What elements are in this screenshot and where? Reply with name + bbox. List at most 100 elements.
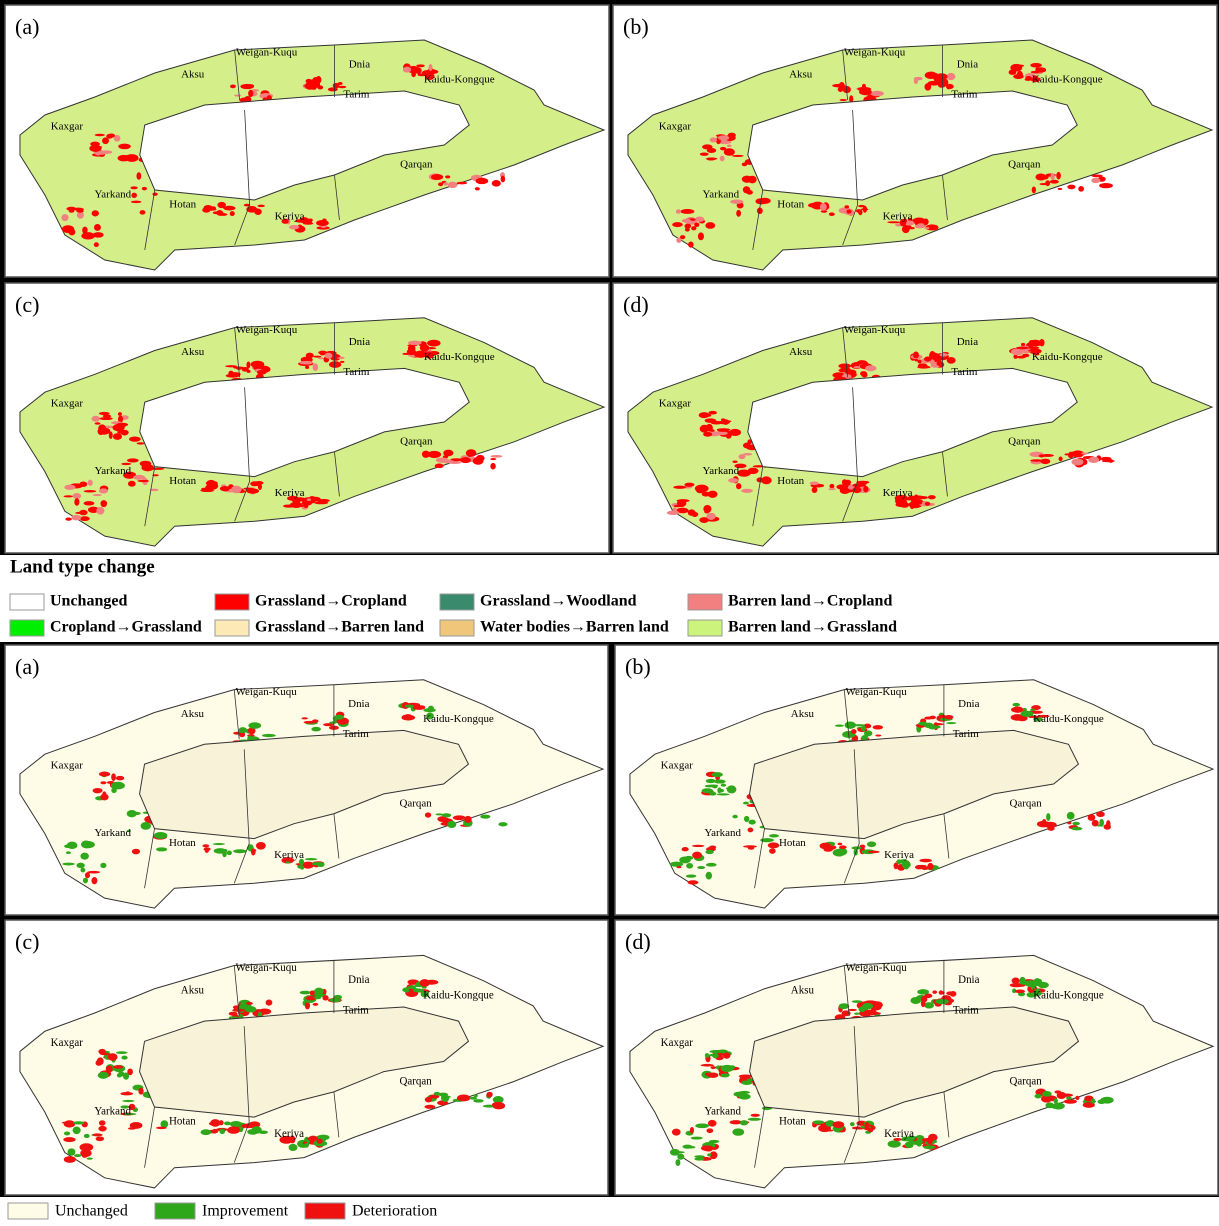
change-patch xyxy=(752,465,765,468)
change-patch xyxy=(316,862,325,868)
change-patch xyxy=(129,436,141,442)
region-label: Yarkand xyxy=(94,827,131,839)
change-patch xyxy=(219,485,231,492)
change-patch xyxy=(127,1068,133,1076)
change-patch xyxy=(491,1102,502,1108)
change-patch xyxy=(133,474,146,480)
change-patch xyxy=(1054,1090,1062,1094)
change-patch xyxy=(858,204,866,208)
change-patch xyxy=(741,162,748,167)
legend-swatch xyxy=(9,593,45,611)
change-patch xyxy=(303,720,317,724)
legend-swatch xyxy=(9,619,45,637)
region-label: Kaxgar xyxy=(51,1037,84,1049)
change-patch xyxy=(747,175,757,184)
change-patch xyxy=(82,877,89,884)
change-patch xyxy=(212,211,224,215)
region-label: Yarkand xyxy=(94,465,131,477)
change-patch xyxy=(411,71,416,78)
change-patch xyxy=(722,1052,731,1059)
change-patch xyxy=(491,180,501,187)
change-patch xyxy=(243,203,251,207)
change-patch xyxy=(298,858,305,866)
change-patch xyxy=(828,212,835,216)
change-patch xyxy=(255,842,266,850)
change-patch xyxy=(862,1002,874,1010)
change-patch xyxy=(98,411,110,416)
change-patch xyxy=(333,714,344,720)
change-patch xyxy=(861,734,869,742)
change-patch xyxy=(708,410,717,415)
region-label: Qarqan xyxy=(1010,1075,1043,1087)
change-patch xyxy=(224,1121,231,1126)
change-patch xyxy=(673,485,687,489)
change-patch xyxy=(213,848,227,854)
region-label: Tarim xyxy=(343,728,370,740)
change-patch xyxy=(820,1123,827,1127)
change-patch xyxy=(248,89,254,98)
change-patch xyxy=(126,458,139,463)
change-patch xyxy=(141,465,147,469)
change-patch xyxy=(925,224,939,231)
change-patch xyxy=(63,1137,76,1143)
change-patch xyxy=(730,199,744,204)
legend-label: Barren land→Grassland xyxy=(728,619,897,636)
change-patch xyxy=(84,872,90,879)
map: Weigan-Kuqu Dnia Kaidu-Kongque Tarim Aksu Kax… xyxy=(627,39,1214,271)
change-patch xyxy=(86,1157,93,1160)
change-patch xyxy=(691,844,705,848)
change-patch xyxy=(447,181,458,189)
change-patch xyxy=(317,498,330,503)
change-patch xyxy=(151,467,165,470)
region-label: Keriya xyxy=(275,211,305,223)
change-patch xyxy=(305,352,314,359)
region-label: Kaidu-Kongque xyxy=(1032,74,1103,86)
change-patch xyxy=(710,1066,717,1070)
region-label: Keriya xyxy=(883,211,913,223)
change-patch xyxy=(460,457,471,464)
change-patch xyxy=(138,1087,144,1095)
change-patch xyxy=(117,412,122,416)
map: Weigan-Kuqu Dnia Kaidu-Kongque Tarim Aksu Kax… xyxy=(629,679,1215,909)
change-patch xyxy=(687,880,699,885)
change-patch xyxy=(719,789,724,793)
change-patch xyxy=(1049,179,1059,184)
change-patch xyxy=(919,858,932,863)
region-label: Yarkand xyxy=(94,189,131,201)
change-patch xyxy=(1056,171,1061,180)
change-patch xyxy=(738,1093,751,1100)
region-label: Kaxgar xyxy=(661,1037,694,1049)
change-patch xyxy=(423,708,436,713)
change-patch xyxy=(901,1136,912,1142)
change-patch xyxy=(732,460,738,463)
change-patch xyxy=(1030,63,1042,68)
change-patch xyxy=(131,192,137,198)
change-patch xyxy=(712,1052,719,1059)
change-patch xyxy=(1091,1098,1096,1104)
region-label: Yarkand xyxy=(702,465,739,477)
change-patch xyxy=(92,232,104,238)
region-label: Dnia xyxy=(958,974,979,986)
change-patch xyxy=(672,507,678,514)
change-patch xyxy=(323,723,334,727)
panel-label: (c) xyxy=(15,292,39,317)
change-patch xyxy=(671,1128,681,1136)
region-label: Kaxgar xyxy=(51,760,84,772)
change-patch xyxy=(849,1122,855,1127)
change-patch xyxy=(228,1011,238,1016)
change-patch xyxy=(944,715,954,720)
change-patch xyxy=(426,712,434,720)
change-patch xyxy=(938,82,944,86)
region-label: Kaidu-Kongque xyxy=(1032,351,1103,363)
change-patch xyxy=(95,1136,105,1142)
change-patch xyxy=(81,1151,89,1158)
change-patch xyxy=(729,1120,743,1125)
change-patch xyxy=(863,730,873,737)
change-patch xyxy=(281,857,294,864)
change-patch xyxy=(685,874,697,878)
change-patch xyxy=(860,208,869,211)
region-label: Yarkand xyxy=(702,189,739,201)
change-patch xyxy=(98,154,105,157)
change-patch xyxy=(72,1126,81,1135)
change-patch xyxy=(728,478,739,483)
